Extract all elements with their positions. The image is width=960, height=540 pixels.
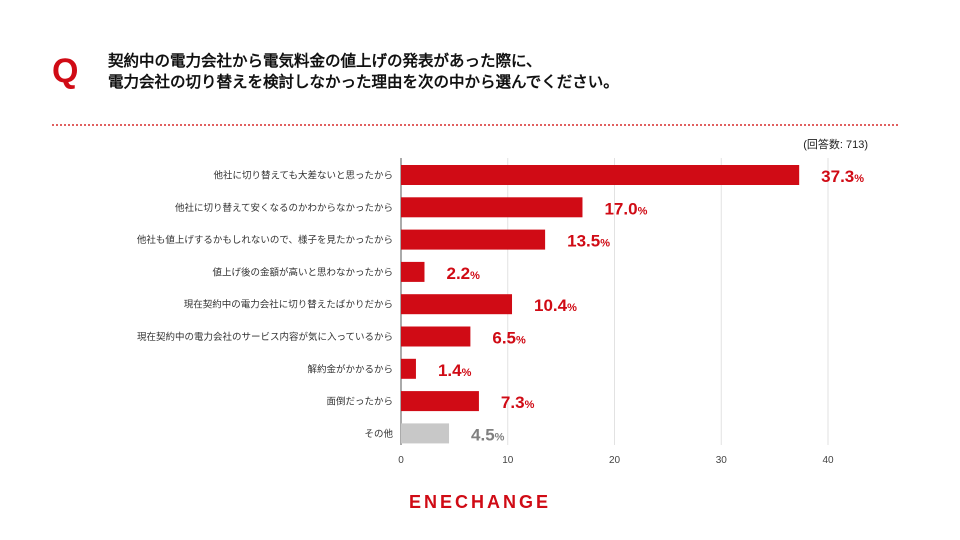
value-unit: % [638, 205, 648, 217]
value-number: 17.0 [604, 199, 637, 218]
category-label: 現在契約中の電力会社のサービス内容が気に入っているから [137, 331, 393, 343]
category-label: 他社に切り替えても大差ないと思ったから [213, 170, 393, 182]
value-number: 1.4 [438, 361, 462, 380]
bar [401, 229, 546, 250]
value-number: 6.5 [492, 329, 516, 348]
value-unit: % [567, 302, 577, 314]
value-label: 7.3% [501, 393, 535, 412]
value-unit: % [854, 173, 864, 185]
category-label: 面倒だったから [326, 396, 393, 408]
question-text: 契約中の電力会社から電気料金の値上げの発表があった際に、 電力会社の切り替えを検… [108, 51, 619, 93]
value-number: 37.3 [821, 167, 854, 186]
category-label: 他社も値上げするかもしれないので、様子を見たかったから [137, 234, 393, 246]
value-unit: % [470, 270, 480, 282]
category-label: 現在契約中の電力会社に切り替えたばかりだから [184, 299, 393, 311]
value-label: 6.5% [492, 329, 526, 348]
value-unit: % [525, 399, 535, 411]
value-label: 13.5% [567, 232, 610, 251]
x-tick-label: 10 [502, 455, 514, 466]
bar [401, 197, 583, 218]
category-label: 他社に切り替えて安くなるのかわからなかったから [175, 202, 393, 214]
respondent-count: (回答数: 713) [803, 139, 868, 151]
x-tick-label: 20 [609, 455, 621, 466]
x-tick-label: 0 [398, 455, 404, 466]
dotted-divider [52, 124, 898, 126]
value-unit: % [516, 335, 526, 347]
category-label: その他 [364, 428, 393, 440]
question-mark: Q [52, 52, 79, 90]
bar [401, 326, 471, 347]
value-number: 10.4 [534, 296, 568, 315]
bar [401, 165, 800, 185]
value-unit: % [600, 238, 610, 250]
value-label: 1.4% [438, 361, 472, 380]
x-tick-label: 30 [716, 455, 728, 466]
value-number: 2.2 [446, 264, 470, 283]
value-number: 13.5 [567, 232, 600, 251]
value-label: 2.2% [446, 264, 480, 283]
value-label: 17.0% [604, 199, 647, 218]
question-line-1: 契約中の電力会社から電気料金の値上げの発表があった際に、 [108, 52, 542, 70]
value-unit: % [495, 431, 505, 443]
value-label: 37.3% [821, 167, 864, 186]
bar [401, 391, 479, 412]
x-tick-label: 40 [822, 455, 834, 466]
bar [401, 294, 513, 315]
question-line-2: 電力会社の切り替えを検討しなかった理由を次の中から選んでください。 [108, 73, 619, 91]
bar [401, 261, 425, 282]
category-label: 解約金がかかるから [307, 363, 393, 375]
brand-logo: ENECHANGE [408, 492, 551, 512]
bar [401, 423, 450, 444]
category-label: 値上げ後の金額が高いと思わなかったから [212, 266, 393, 278]
value-label: 4.5% [471, 425, 505, 444]
value-unit: % [462, 367, 472, 379]
value-number: 7.3 [501, 393, 525, 412]
value-label: 10.4% [534, 296, 577, 315]
bar [401, 358, 416, 379]
value-number: 4.5 [471, 425, 495, 444]
